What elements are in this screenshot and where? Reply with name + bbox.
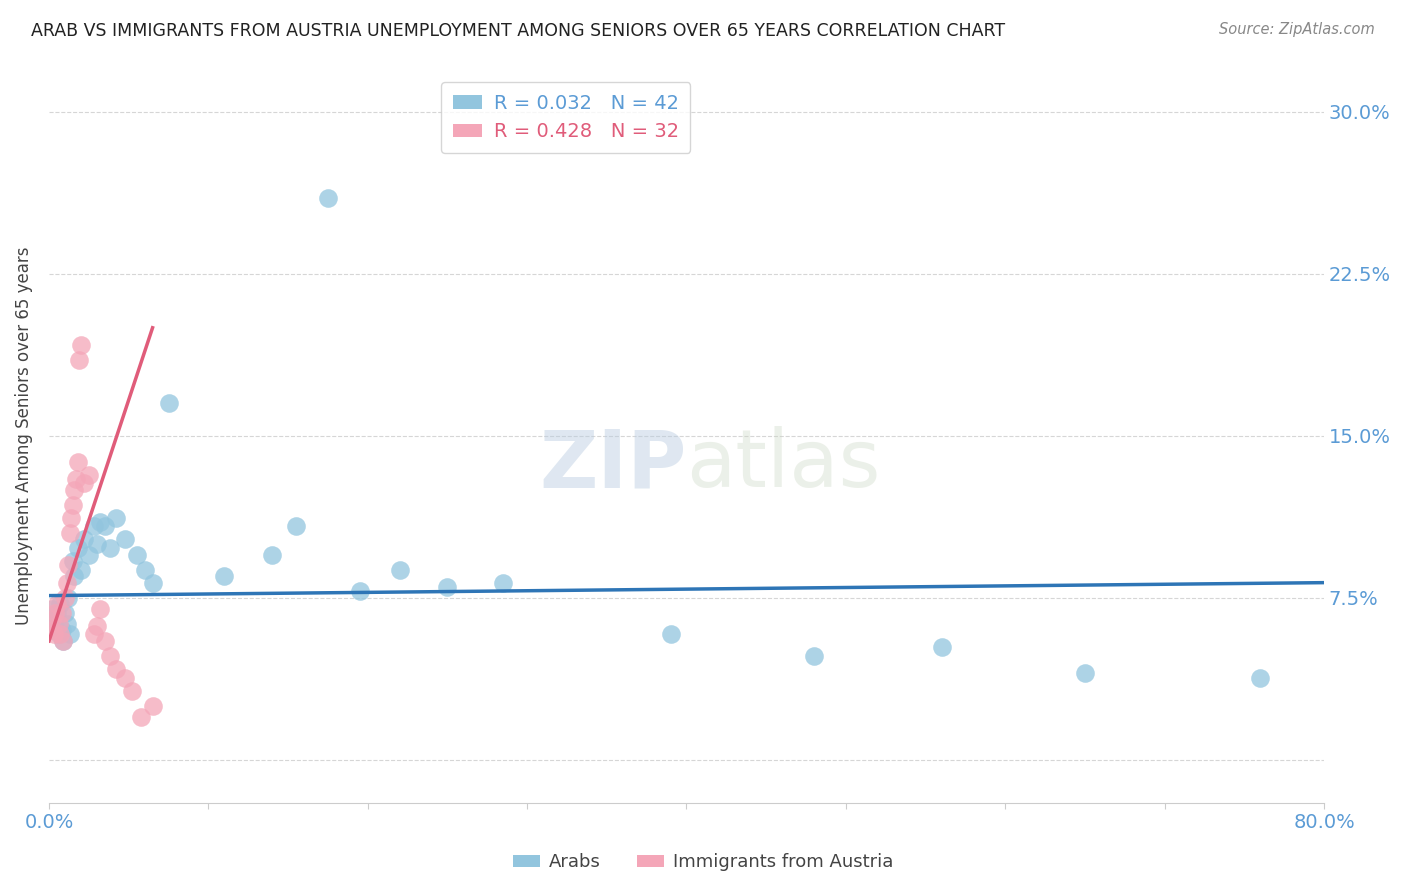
Point xyxy=(134,563,156,577)
Point xyxy=(42,612,65,626)
Point xyxy=(48,627,70,641)
Point xyxy=(142,575,165,590)
Point xyxy=(125,548,148,562)
Point xyxy=(94,634,117,648)
Point xyxy=(49,627,72,641)
Point xyxy=(262,548,284,562)
Legend: R = 0.032   N = 42, R = 0.428   N = 32: R = 0.032 N = 42, R = 0.428 N = 32 xyxy=(441,82,690,153)
Point xyxy=(62,498,84,512)
Point xyxy=(53,606,76,620)
Point xyxy=(73,476,96,491)
Point xyxy=(214,569,236,583)
Point xyxy=(56,591,79,605)
Point xyxy=(66,455,89,469)
Point xyxy=(41,612,63,626)
Point xyxy=(62,554,84,568)
Point xyxy=(388,563,411,577)
Text: ZIP: ZIP xyxy=(540,426,686,504)
Point xyxy=(49,597,72,611)
Point xyxy=(70,563,93,577)
Point xyxy=(114,671,136,685)
Point xyxy=(83,627,105,641)
Point xyxy=(803,649,825,664)
Point xyxy=(77,548,100,562)
Point xyxy=(86,619,108,633)
Point xyxy=(114,533,136,547)
Point xyxy=(104,511,127,525)
Point xyxy=(55,616,77,631)
Point xyxy=(59,627,82,641)
Point xyxy=(45,606,67,620)
Point xyxy=(56,558,79,573)
Point xyxy=(59,525,82,540)
Point xyxy=(66,541,89,555)
Point xyxy=(51,606,73,620)
Point xyxy=(142,698,165,713)
Point xyxy=(89,515,111,529)
Point xyxy=(39,623,62,637)
Point xyxy=(42,627,65,641)
Point xyxy=(67,353,90,368)
Point xyxy=(104,662,127,676)
Text: atlas: atlas xyxy=(686,426,882,504)
Point xyxy=(52,634,75,648)
Point xyxy=(86,537,108,551)
Point xyxy=(436,580,458,594)
Point xyxy=(1249,671,1271,685)
Point xyxy=(73,533,96,547)
Point xyxy=(44,619,66,633)
Text: Source: ZipAtlas.com: Source: ZipAtlas.com xyxy=(1219,22,1375,37)
Point xyxy=(83,519,105,533)
Point xyxy=(94,519,117,533)
Point xyxy=(659,627,682,641)
Legend: Arabs, Immigrants from Austria: Arabs, Immigrants from Austria xyxy=(506,847,900,879)
Point xyxy=(55,575,77,590)
Point xyxy=(316,191,339,205)
Point xyxy=(70,338,93,352)
Point xyxy=(492,575,515,590)
Point xyxy=(931,640,953,655)
Point xyxy=(157,396,180,410)
Point xyxy=(89,601,111,615)
Point xyxy=(349,584,371,599)
Point xyxy=(63,569,86,583)
Point xyxy=(131,709,153,723)
Point xyxy=(60,511,83,525)
Point xyxy=(98,541,121,555)
Point xyxy=(45,597,67,611)
Point xyxy=(65,472,87,486)
Point xyxy=(53,591,76,605)
Point xyxy=(41,601,63,615)
Point xyxy=(98,649,121,664)
Point xyxy=(52,634,75,648)
Point xyxy=(285,519,308,533)
Point xyxy=(44,606,66,620)
Point xyxy=(1074,666,1097,681)
Point xyxy=(51,623,73,637)
Point xyxy=(77,467,100,482)
Point xyxy=(121,683,143,698)
Point xyxy=(63,483,86,497)
Point xyxy=(48,616,70,631)
Y-axis label: Unemployment Among Seniors over 65 years: Unemployment Among Seniors over 65 years xyxy=(15,246,32,625)
Text: ARAB VS IMMIGRANTS FROM AUSTRIA UNEMPLOYMENT AMONG SENIORS OVER 65 YEARS CORRELA: ARAB VS IMMIGRANTS FROM AUSTRIA UNEMPLOY… xyxy=(31,22,1005,40)
